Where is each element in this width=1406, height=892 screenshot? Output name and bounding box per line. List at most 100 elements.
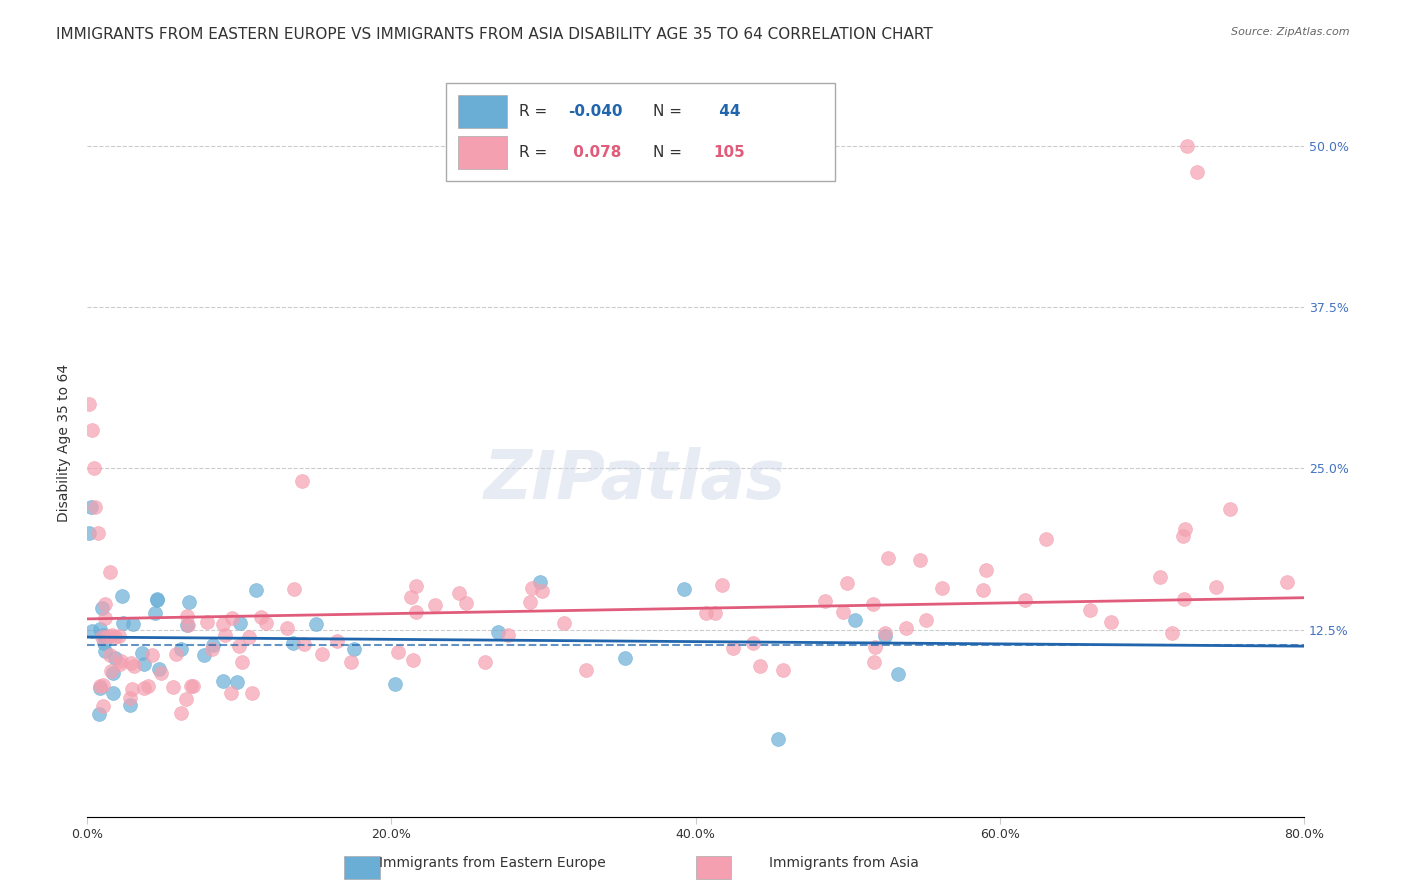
Point [150,666,173,681]
Point [423,598,446,612]
Point [281,636,304,650]
Point [169,706,191,721]
Point [83,461,105,475]
Point [814,594,837,608]
Point [749,658,772,673]
Point [132,657,155,671]
Point [179,595,201,609]
Text: R =: R = [519,104,553,120]
Point [108,657,131,671]
Point [91,600,114,615]
Point [84,500,107,514]
Point [238,631,260,645]
Point [91,630,114,644]
Point [498,628,520,642]
Point [120,698,142,712]
Point [100,664,122,678]
Point [136,679,159,693]
Point [1014,592,1036,607]
Point [1149,569,1171,583]
Point [121,681,143,696]
Point [844,613,866,627]
Point [212,617,235,632]
Point [340,655,363,669]
Point [873,629,896,643]
Text: R =: R = [519,145,557,160]
Point [1219,502,1241,516]
Point [931,581,953,595]
Point [766,732,789,747]
Y-axis label: Disability Age 35 to 64: Disability Age 35 to 64 [58,363,72,522]
Point [384,677,406,691]
Text: 44: 44 [714,104,741,120]
Point [1174,522,1197,536]
Point [98,648,121,662]
Point [529,574,551,589]
Point [1185,164,1208,178]
Point [1035,532,1057,546]
Point [1078,603,1101,617]
Point [77,397,100,411]
Point [326,634,349,648]
Point [695,606,717,620]
Point [91,627,114,641]
Point [553,615,575,630]
Point [162,680,184,694]
FancyBboxPatch shape [344,856,380,879]
Point [195,615,218,630]
Point [104,651,127,665]
Point [132,681,155,695]
FancyBboxPatch shape [458,136,508,169]
Point [80,423,103,437]
Point [221,686,243,700]
Text: Immigrants from Asia: Immigrants from Asia [769,855,918,870]
Text: N =: N = [652,104,688,120]
Point [93,611,115,625]
Point [254,616,277,631]
Point [250,609,273,624]
Point [399,591,422,605]
Point [212,674,235,689]
Point [120,657,142,671]
Point [311,647,333,661]
Point [405,579,427,593]
Point [456,596,478,610]
Point [1099,615,1122,629]
Point [100,565,122,579]
Point [245,583,267,598]
Point [141,648,163,662]
Point [832,606,855,620]
Point [974,564,997,578]
Point [672,582,695,597]
Text: Source: ZipAtlas.com: Source: ZipAtlas.com [1232,27,1350,37]
Point [77,525,100,540]
Point [181,679,204,693]
Point [87,707,110,722]
Point [405,605,427,619]
Text: N =: N = [652,145,688,160]
Point [176,609,198,624]
FancyBboxPatch shape [446,84,835,181]
Point [231,655,253,669]
Point [229,615,252,630]
Point [575,663,598,677]
Point [103,665,125,680]
Point [387,645,409,659]
Point [1173,592,1195,607]
Text: 0.078: 0.078 [568,145,621,160]
Point [873,625,896,640]
Point [742,635,765,649]
Point [486,625,509,640]
Point [174,692,197,706]
Point [291,474,314,488]
Point [80,624,103,639]
Point [91,678,114,692]
Point [221,611,243,625]
Point [863,640,886,654]
Point [449,585,471,599]
Point [180,679,202,693]
Point [170,642,193,657]
Point [1175,139,1198,153]
Point [193,648,215,662]
Point [91,699,114,714]
